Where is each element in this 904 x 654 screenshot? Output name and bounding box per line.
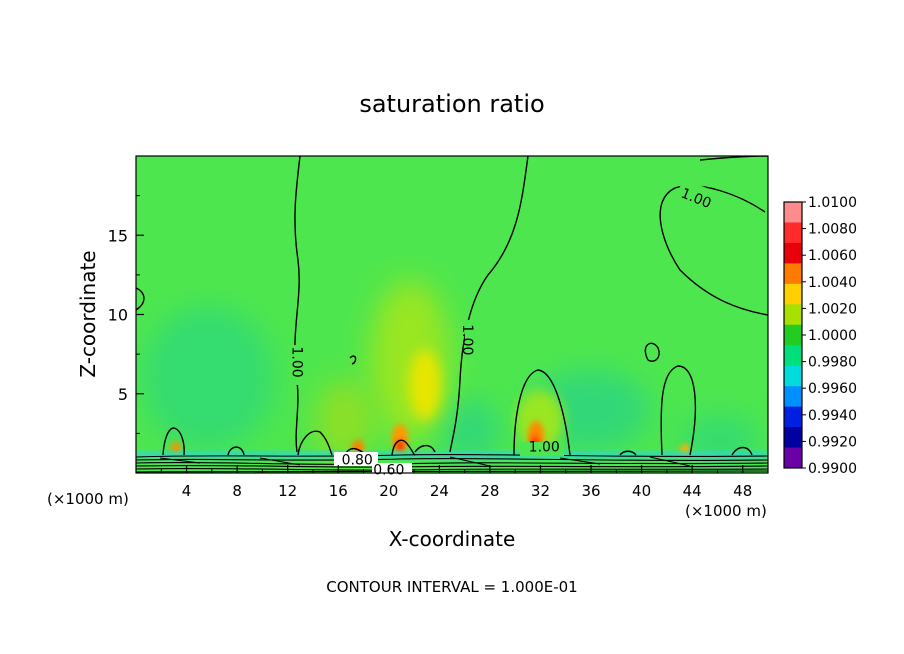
colorbar-label: 0.9940 <box>808 408 857 424</box>
y-tick-label: 10 <box>108 306 128 325</box>
colorbar-label: 0.9980 <box>808 355 857 371</box>
colorbar-swatch <box>784 365 802 387</box>
colorbar-label: 1.0000 <box>808 328 857 344</box>
colorbar-swatch <box>784 304 802 326</box>
colorbar: 1.0100 1.0080 1.0060 1.0040 1.0020 1.0000 0.99… <box>783 195 857 477</box>
x-tick-label: 8 <box>232 482 242 500</box>
x-tick-label: 24 <box>430 482 449 500</box>
x-tick-label: 12 <box>278 482 297 500</box>
colorbar-label: 0.9900 <box>808 461 857 477</box>
colorbar-label: 1.0100 <box>808 195 857 211</box>
x-tick-label: 44 <box>683 482 702 500</box>
colorbar-swatch <box>784 324 802 346</box>
contour-lines <box>136 156 768 456</box>
plot-area: 1.001.001.001.000.800.60 <box>135 155 769 479</box>
y-tick-label: 15 <box>108 226 128 245</box>
x-unit-label-right: (×1000 m) <box>685 502 767 520</box>
chart-title: saturation ratio <box>359 90 544 118</box>
contour-label: 1.00 <box>529 440 560 456</box>
field-shading <box>136 280 768 465</box>
colorbar-swatch <box>784 447 802 469</box>
x-tick-label: 40 <box>632 482 651 500</box>
colorbar-swatch <box>784 202 802 223</box>
x-tick-label: 20 <box>379 482 398 500</box>
colorbar-label: 0.9960 <box>808 381 857 397</box>
colorbar-label: 1.0080 <box>808 222 857 238</box>
x-tick-label: 4 <box>182 482 192 500</box>
y-axis-label: Z-coordinate <box>76 250 100 377</box>
y-axis-ticks: 5 10 15 <box>108 195 144 434</box>
colorbar-swatch <box>784 345 802 367</box>
colorbar-swatch <box>784 386 802 408</box>
contour-label: 0.80 <box>342 452 373 468</box>
x-tick-label: 36 <box>581 482 600 500</box>
x-tick-label: 32 <box>531 482 550 500</box>
x-axis-label: X-coordinate <box>389 527 516 551</box>
x-axis-ticks: 4 8 12 16 20 24 28 32 36 40 44 48 <box>160 465 752 500</box>
colorbar-label: 1.0040 <box>808 275 857 291</box>
colorbar-swatch <box>784 406 802 428</box>
x-tick-label: 16 <box>329 482 348 500</box>
colorbar-swatch <box>784 427 802 449</box>
x-tick-label: 28 <box>480 482 499 500</box>
x-unit-label-left: (×1000 m) <box>47 490 129 508</box>
colorbar-swatch <box>784 222 802 244</box>
colorbar-label: 0.9920 <box>808 434 857 450</box>
colorbar-label: 1.0060 <box>808 248 857 264</box>
colorbar-swatch <box>784 283 802 305</box>
colorbar-label: 1.0020 <box>808 301 857 317</box>
contour-interval-note: CONTOUR INTERVAL = 1.000E-01 <box>326 578 577 596</box>
y-tick-label: 5 <box>118 385 128 404</box>
colorbar-swatch <box>784 263 802 285</box>
contour-label: 1.00 <box>289 346 305 377</box>
colorbar-swatch <box>784 242 802 264</box>
contour-label-backings <box>288 178 725 475</box>
x-tick-label: 48 <box>733 482 752 500</box>
contour-label: 1.00 <box>459 324 475 355</box>
